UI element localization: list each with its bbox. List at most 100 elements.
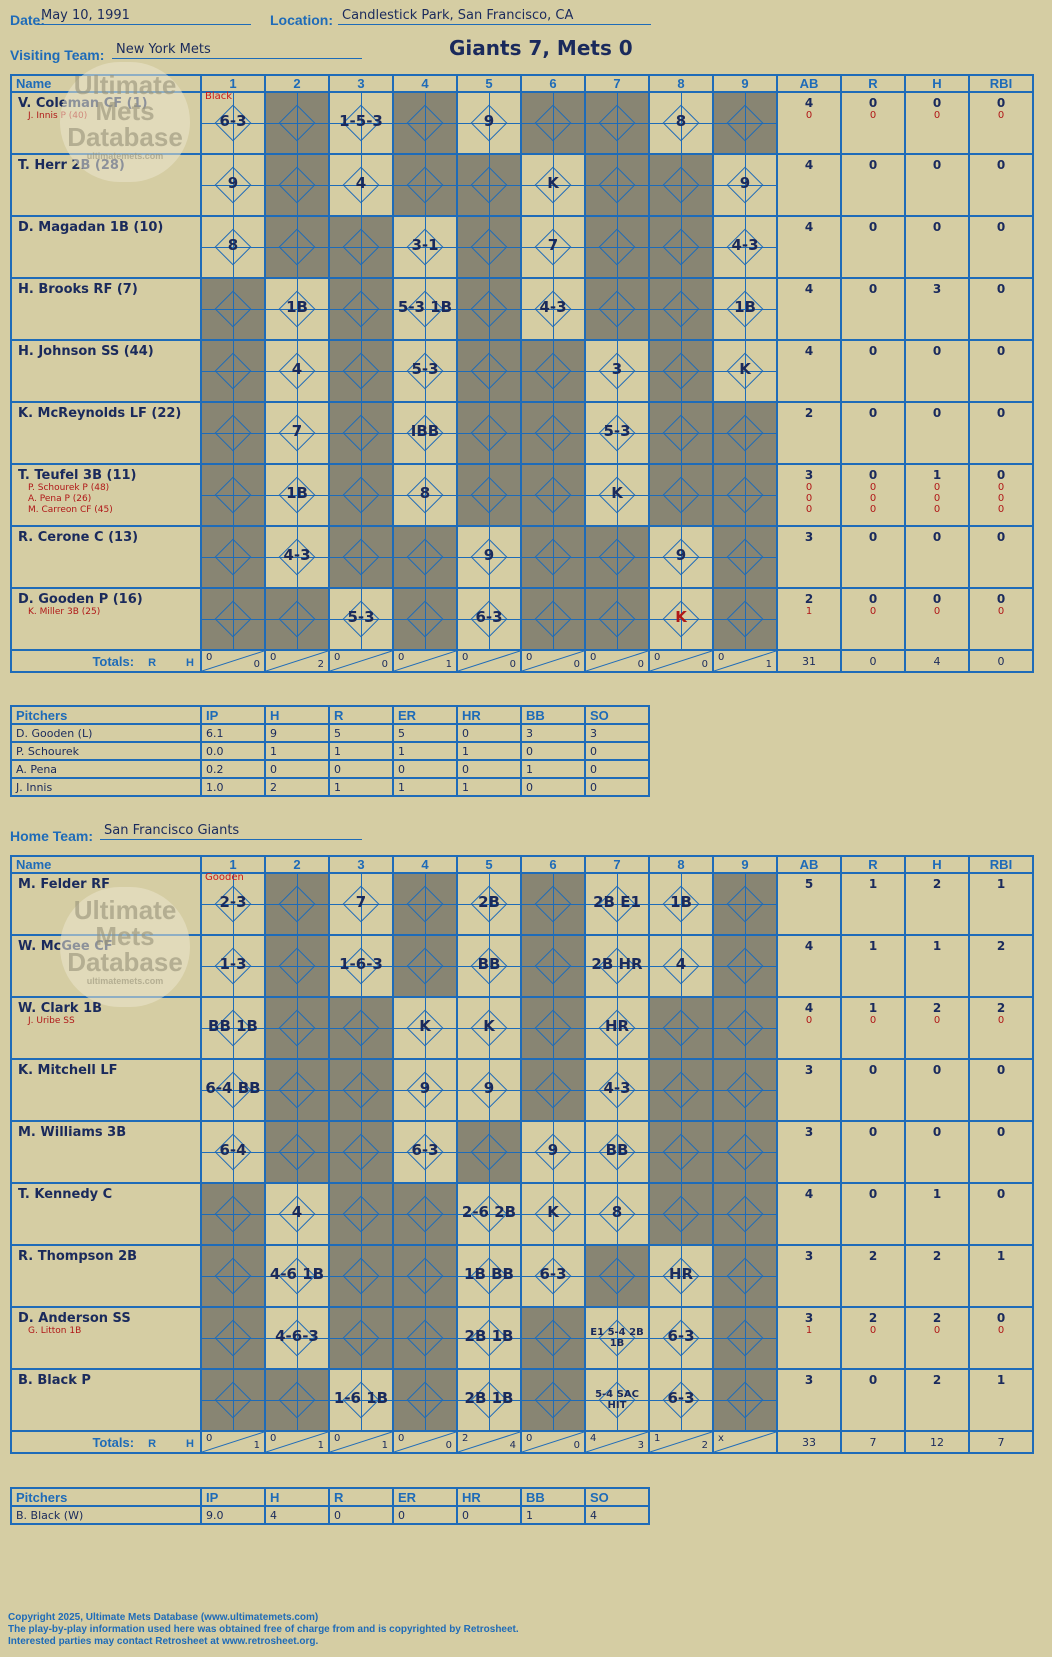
grid-line [425,1060,426,1120]
inning-hits: 0 [445,1440,452,1451]
play-result: 2B 1B [464,1327,514,1345]
batter-name: W. Clark 1B [18,1001,103,1016]
diamond-icon [470,352,508,390]
play-result: 4-6-3 [275,1327,319,1345]
visiting-team-value: New York Mets [112,42,362,59]
substitute-name: J. Innis P (40) [28,111,88,121]
inning-hits: 0 [381,659,388,670]
batter-stat-h: 0 [904,153,970,217]
batter-stat-ab: 4 [776,1182,842,1246]
pitcher-name: D. Gooden (L) [10,723,202,743]
batter-stat-ab: 4 [776,339,842,403]
diamond-icon [214,476,252,514]
diamond-icon [342,1133,380,1171]
at-bat-cell [200,339,266,403]
grid-line [297,1370,298,1430]
diamond-icon [662,166,700,204]
grid-line [617,936,618,996]
grid-line [553,279,554,339]
grid-line [425,1370,426,1430]
play-result: 7 [547,236,559,254]
footer: Copyright 2025, Ultimate Mets Database (… [8,1612,519,1648]
grid-line [745,589,746,649]
diamond-icon [342,1319,380,1357]
grid-line [233,403,234,463]
inning-header-5: 5 [456,855,522,874]
pitcher-stat: 1 [456,777,522,797]
inning-hits: 1 [381,1440,388,1451]
stat-header-r: R [840,855,906,874]
play-result: 7 [355,893,367,911]
batter-cell: W. Clark 1B J. Uribe SS [10,996,202,1060]
grid-line [745,465,746,525]
total-h: 12 [904,1430,970,1454]
pitcher-stat: 5 [328,723,394,743]
diamond-icon [278,1071,316,1109]
at-bat-cell: 9 [392,1058,458,1122]
at-bat-cell [520,996,586,1060]
grid-line [361,403,362,463]
inning-header-7: 7 [584,855,650,874]
diamond-icon [534,1009,572,1047]
at-bat-cell: 5-4 SAC HIT [584,1368,650,1432]
grid-line [425,998,426,1058]
grid-line [745,1308,746,1368]
substitute-stat: 1 [805,1325,813,1336]
batter-name: B. Black P [18,1373,91,1388]
visiting-team-label: Visiting Team: [10,47,105,63]
grid-line [297,1246,298,1306]
at-bat-cell [520,1058,586,1122]
grid-line [553,589,554,649]
grid-line [297,1184,298,1244]
pitching-header-er: ER [392,705,458,725]
inning-runs: 4 [590,1433,597,1444]
at-bat-cell: K [456,996,522,1060]
pitcher-stat: 3 [584,723,650,743]
at-bat-cell: 4-3 [584,1058,650,1122]
inning-hits: 2 [317,659,324,670]
at-bat-cell: 7 [328,872,394,936]
batter-row: D. Gooden P (16) K. Miller 3B (25) 5-3 6-3 K… [10,587,1034,651]
substitute-stat: 0 [933,482,941,493]
grid-line [361,1308,362,1368]
batter-cell: B. Black P [10,1368,202,1432]
grid-line [681,1060,682,1120]
inning-header-9: 9 [712,855,778,874]
at-bat-cell: IBB [392,401,458,465]
grid-line [297,527,298,587]
at-bat-cell [328,401,394,465]
pitcher-stat: 0 [456,759,522,779]
batter-cell: D. Magadan 1B (10) [10,215,202,279]
play-result: 2B HR [591,955,643,973]
diamond-icon [598,166,636,204]
grid-line [233,1184,234,1244]
pitcher-stat: 0 [264,759,330,779]
grid-line [233,341,234,401]
grid-line [233,465,234,525]
total-rbi: 0 [968,649,1034,673]
play-result: 2B [478,893,500,911]
batter-stat-rbi: 0 [968,1120,1034,1184]
grid-line [745,341,746,401]
at-bat-cell: 1B [264,277,330,341]
play-result: 8 [227,236,239,254]
play-result: K [483,1017,495,1035]
at-bat-cell [456,215,522,279]
grid-line [553,936,554,996]
inning-runs: 0 [334,652,341,663]
play-result: K [419,1017,431,1035]
at-bat-cell: K [392,996,458,1060]
at-bat-cell [520,463,586,527]
grid-line [425,1308,426,1368]
at-bat-cell [456,277,522,341]
at-bat-cell [392,934,458,998]
diamond-icon [470,166,508,204]
batter-row: R. Cerone C (13) 4-3 9 9 3 0 0 0 [10,525,1034,589]
inning-header-2: 2 [264,855,330,874]
inning-runs: 0 [526,652,533,663]
inning-hits: 0 [637,659,644,670]
substitute-stat: 1 [805,606,813,617]
grid-line [553,1060,554,1120]
